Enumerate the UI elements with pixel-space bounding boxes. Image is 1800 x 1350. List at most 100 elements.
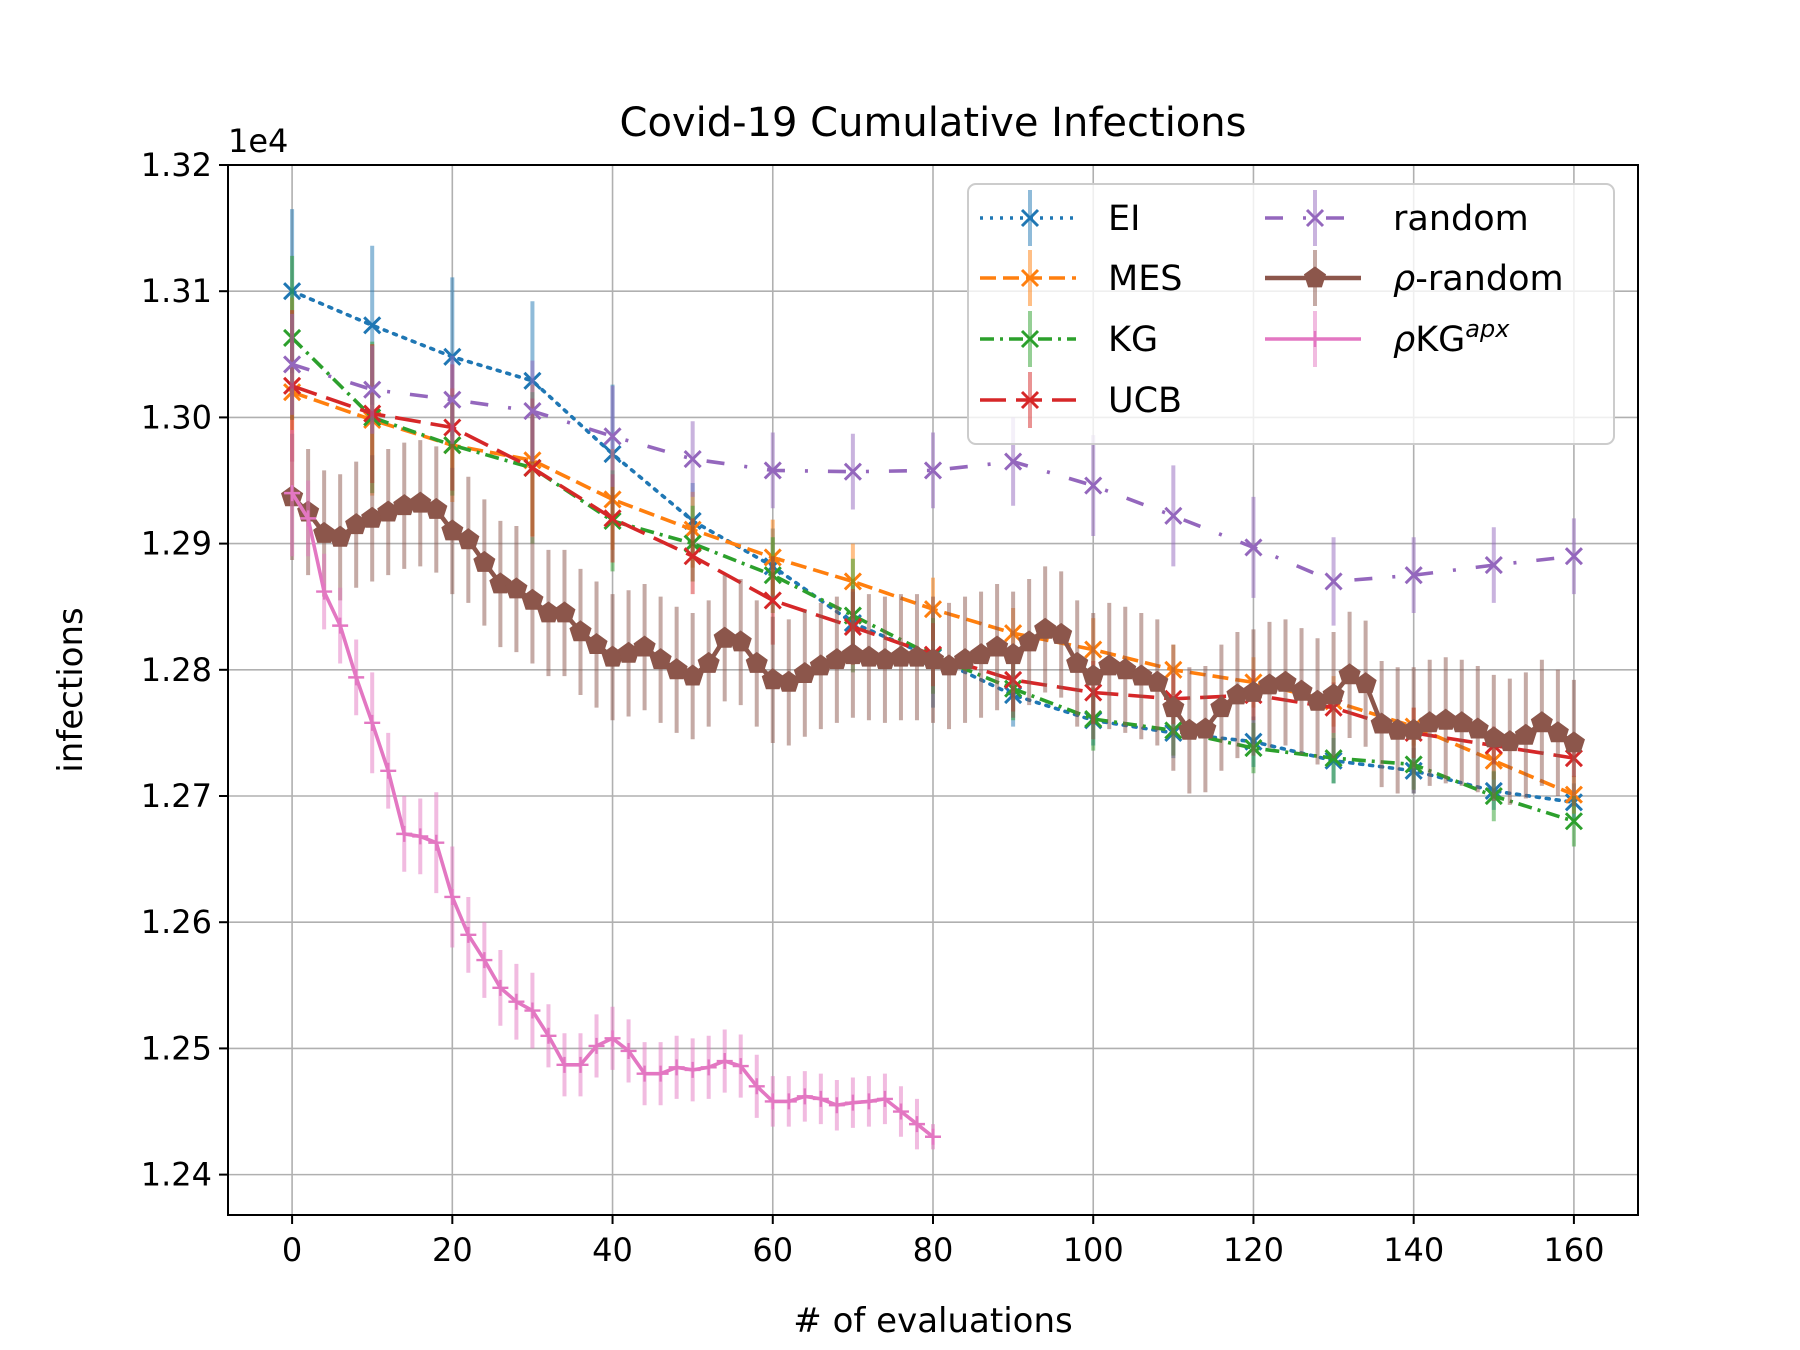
data-point	[300, 510, 317, 527]
data-point	[844, 1094, 861, 1111]
series-4	[283, 313, 1583, 626]
data-point	[492, 979, 509, 996]
legend-label-text: -random	[1415, 259, 1563, 299]
y-tick-label: 1.32	[141, 146, 212, 184]
y-tick-label: 1.26	[141, 903, 212, 941]
data-point	[796, 1088, 813, 1105]
data-point	[763, 591, 782, 610]
data-point	[668, 1059, 685, 1076]
data-point	[684, 1061, 701, 1078]
data-point	[489, 572, 512, 594]
data-point	[1274, 670, 1297, 692]
legend-item-6: ρKGapx	[1265, 311, 1510, 367]
data-point	[556, 1056, 573, 1073]
legend: EI MES KG UCB random ρ-random ρKGapx	[967, 183, 1615, 445]
legend-label-text: KG	[1108, 320, 1158, 360]
series-line	[290, 289, 1576, 805]
legend-marker	[1303, 266, 1327, 288]
data-point	[523, 458, 542, 477]
data-point	[572, 1056, 589, 1073]
data-point	[604, 1030, 621, 1047]
data-point	[1546, 721, 1569, 743]
data-point	[700, 1059, 717, 1076]
data-point	[444, 888, 461, 905]
data-point	[1164, 506, 1183, 525]
data-point	[1114, 658, 1137, 680]
data-point	[1004, 452, 1023, 471]
data-point	[380, 762, 397, 779]
data-point	[603, 427, 622, 446]
data-point	[665, 658, 688, 680]
data-point	[921, 648, 945, 670]
data-point	[505, 577, 528, 599]
data-point	[473, 550, 496, 572]
data-point	[443, 390, 462, 409]
y-tick-label: 1.31	[141, 272, 212, 310]
legend-label: random	[1393, 199, 1529, 239]
legend-box	[967, 183, 1615, 445]
legend-item-1: MES	[980, 250, 1183, 306]
data-point	[1466, 717, 1489, 739]
data-point	[523, 402, 542, 421]
data-point	[409, 491, 432, 513]
series-layer	[281, 209, 1585, 1150]
data-point	[1370, 712, 1393, 734]
data-point	[1564, 812, 1583, 831]
data-point	[460, 926, 477, 943]
data-point	[1514, 723, 1537, 745]
data-point	[313, 521, 336, 543]
data-point	[1564, 547, 1583, 566]
data-point	[636, 1065, 653, 1082]
x-tick-label: 100	[1063, 1231, 1124, 1269]
data-point	[476, 952, 493, 969]
data-point	[1130, 664, 1153, 686]
data-point	[892, 1103, 909, 1120]
data-point	[348, 669, 365, 686]
legend-label: MES	[1108, 259, 1183, 299]
legend-label-text: UCB	[1108, 381, 1182, 421]
data-point	[620, 1042, 637, 1059]
data-point	[1322, 683, 1345, 705]
legend-item-4: random	[1265, 190, 1529, 246]
data-point	[316, 583, 333, 600]
legend-label-superscript: apx	[1465, 315, 1510, 343]
x-tick-label: 40	[592, 1231, 633, 1269]
data-point	[1404, 566, 1423, 585]
data-point	[363, 380, 382, 399]
y-tick-label: 1.27	[141, 777, 212, 815]
data-point	[649, 648, 672, 670]
legend-label: KG	[1108, 320, 1158, 360]
x-tick-label: 80	[913, 1231, 954, 1269]
legend-label-text: EI	[1108, 199, 1140, 239]
data-point	[1194, 717, 1217, 739]
data-point	[603, 509, 622, 528]
x-tick-label: 0	[282, 1231, 302, 1269]
data-point	[363, 316, 382, 335]
data-point	[283, 355, 302, 374]
data-point	[588, 1037, 605, 1054]
data-point	[876, 1090, 893, 1107]
data-point	[716, 1053, 733, 1070]
data-point	[763, 461, 782, 480]
data-point	[925, 1128, 941, 1145]
data-point	[1084, 476, 1103, 495]
data-point	[729, 630, 752, 652]
data-point	[1146, 670, 1169, 692]
data-point	[732, 1058, 749, 1075]
y-tick-label: 1.30	[141, 398, 212, 436]
data-point	[1338, 663, 1361, 685]
data-point	[1210, 696, 1233, 718]
y-offset-label: 1e4	[228, 122, 288, 160]
data-point	[683, 547, 702, 566]
data-point	[540, 1027, 557, 1044]
data-point	[1066, 651, 1089, 673]
data-point	[396, 825, 413, 842]
data-point	[908, 1116, 925, 1133]
y-tick-label: 1.25	[141, 1029, 212, 1067]
data-point	[441, 519, 464, 541]
data-point	[1050, 622, 1073, 644]
legend-marker	[1020, 390, 1040, 410]
legend-marker	[1020, 268, 1040, 288]
series-6	[284, 430, 941, 1150]
